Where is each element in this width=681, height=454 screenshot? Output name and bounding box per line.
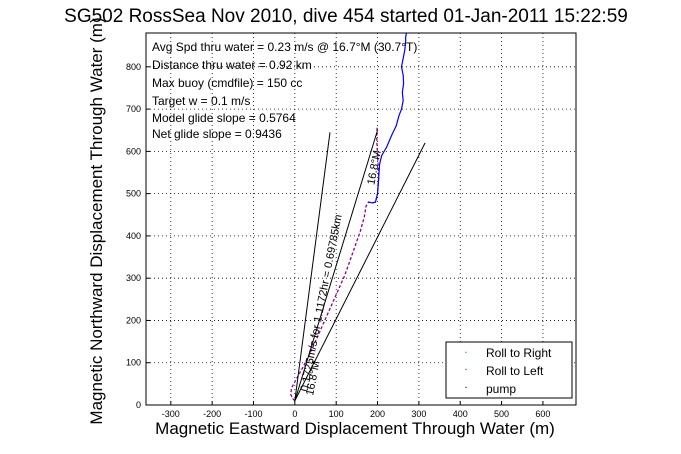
- info-line: Avg Spd thru water = 0.23 m/s @ 16.7°M (…: [152, 40, 417, 54]
- x-tick-label: -300: [162, 409, 180, 419]
- info-line: Model glide slope = 0.5764: [152, 111, 296, 125]
- plot-lines: [290, 32, 426, 402]
- legend-label: pump: [486, 382, 516, 396]
- x-tick-label: 200: [370, 409, 385, 419]
- x-ticks: -300 -200 -100 0 100 200 300 400 500 600: [162, 401, 550, 419]
- x-tick-label: 300: [411, 409, 426, 419]
- y-tick-label: 600: [126, 146, 141, 156]
- x-tick-label: -200: [203, 409, 221, 419]
- x-tick-label: 0: [292, 409, 297, 419]
- y-tick-label: 300: [126, 273, 141, 283]
- info-line: Target w = 0.1 m/s: [152, 94, 250, 108]
- y-ticks: 0 100 200 300 400 500 600 700 800: [126, 62, 150, 410]
- legend-label: Roll to Left: [486, 364, 544, 378]
- legend-marker-roll-left: .: [464, 362, 467, 373]
- legend-box: [445, 341, 573, 399]
- chart-title: SG502 RossSea Nov 2010, dive 454 started…: [64, 6, 628, 27]
- x-tick-label: -100: [244, 409, 262, 419]
- y-tick-label: 800: [126, 62, 141, 72]
- y-tick-label: 100: [126, 358, 141, 368]
- y-tick-label: 200: [126, 315, 141, 325]
- x-tick-label: 500: [494, 409, 509, 419]
- plot-frame: [145, 32, 577, 406]
- legend-label: Roll to Right: [486, 346, 552, 360]
- info-line: Max buoy (cmdfile) = 150 cc: [152, 76, 302, 90]
- info-text-block: Avg Spd thru water = 0.23 m/s @ 16.7°M (…: [152, 40, 417, 141]
- series-line-black-line: [294, 130, 379, 401]
- y-tick-label: 500: [126, 189, 141, 199]
- series-line-blue-solid: [368, 32, 408, 204]
- y-tick-label: 0: [136, 400, 141, 410]
- y-tick-label: 400: [126, 231, 141, 241]
- series-line-black-line: [294, 142, 426, 401]
- y-tick-label: 700: [126, 104, 141, 114]
- legend-marker-pump: .: [464, 380, 467, 391]
- legend: . Roll to Right . Roll to Left . pump: [445, 341, 573, 399]
- info-line: Distance thru water = 0.92 km: [152, 58, 312, 72]
- series-line-black-line: [294, 132, 331, 401]
- y-axis-label: Magnetic Northward Displacement Through …: [87, 17, 106, 424]
- x-tick-label: 400: [453, 409, 468, 419]
- x-tick-label: 100: [329, 409, 344, 419]
- info-line: Net glide slope = 0.9436: [152, 127, 282, 141]
- x-tick-label: 600: [535, 409, 550, 419]
- x-axis-label: Magnetic Eastward Displacement Through W…: [155, 419, 555, 438]
- legend-marker-roll-right: .: [464, 345, 467, 356]
